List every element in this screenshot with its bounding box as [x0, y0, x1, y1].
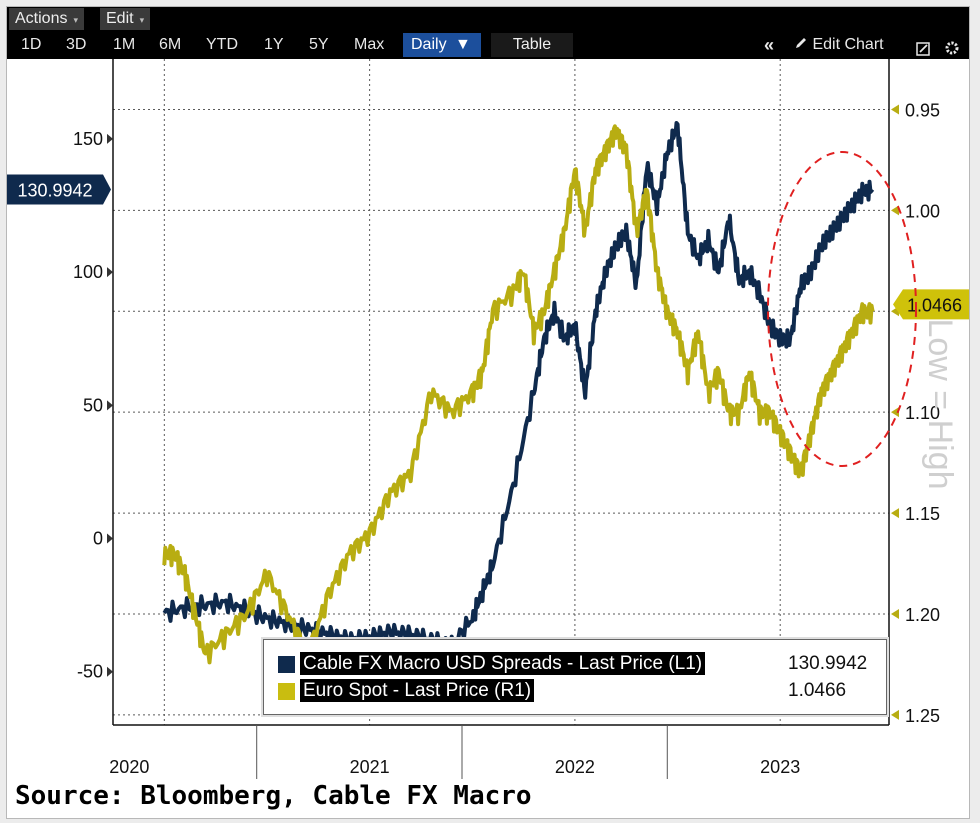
right-current-value: 1.0466	[907, 295, 962, 315]
right-tick-mark	[891, 609, 899, 619]
right-current-badge	[893, 289, 969, 320]
right-tick-mark	[891, 205, 899, 216]
x-tick-label: 2021	[350, 757, 390, 777]
range-6m[interactable]: 6M	[159, 36, 182, 53]
actions-caret-icon: ▾	[73, 15, 78, 25]
settings-icon[interactable]	[915, 38, 933, 60]
right-axis-title: Low = High	[921, 318, 959, 489]
chart-plot: -500501001500.951.001.051.101.151.201.25…	[7, 59, 969, 779]
actions-menu[interactable]: Actions ▾	[9, 8, 84, 30]
legend-row-euro: Euro Spot - Last Price (R1) 1.0466	[278, 679, 878, 703]
left-tick-mark	[107, 267, 113, 278]
left-tick-label: 0	[93, 529, 103, 549]
right-tick-label: 1.15	[905, 504, 940, 524]
range-3d[interactable]: 3D	[66, 36, 87, 53]
legend-value-cable: 130.9942	[788, 653, 868, 674]
left-tick-label: 100	[73, 262, 103, 282]
legend-swatch-cable	[278, 656, 295, 673]
legend-row-cable: Cable FX Macro USD Spreads - Last Price …	[278, 652, 878, 676]
range-1m[interactable]: 1M	[113, 36, 136, 53]
source-caption: Source: Bloomberg, Cable FX Macro	[15, 781, 532, 811]
right-tick-mark	[891, 407, 899, 418]
series-line-euro	[162, 124, 875, 665]
actions-label: Actions	[15, 10, 68, 27]
left-tick-label: -50	[77, 662, 103, 682]
legend-swatch-euro	[278, 683, 295, 700]
left-tick-mark	[107, 666, 113, 677]
range-1d[interactable]: 1D	[21, 36, 42, 53]
left-tick-label: 150	[73, 129, 103, 149]
range-1y[interactable]: 1Y	[264, 36, 284, 53]
right-tick-label: 1.10	[905, 403, 940, 423]
legend-value-euro: 1.0466	[788, 680, 847, 701]
left-tick-mark	[107, 133, 113, 144]
x-tick-label: 2020	[109, 757, 149, 777]
range-max[interactable]: Max	[354, 36, 385, 53]
pencil-icon	[796, 38, 806, 48]
gear-icon[interactable]	[943, 37, 961, 59]
left-current-badge	[7, 174, 111, 205]
right-tick-label: 1.20	[905, 605, 940, 625]
highlight-ellipse	[767, 151, 917, 467]
edit-menu[interactable]: Edit ▾	[100, 8, 151, 30]
collapse-icon[interactable]: «	[764, 35, 775, 55]
frequency-label: Daily	[411, 36, 447, 53]
left-tick-label: 50	[83, 395, 103, 415]
left-current-value: 130.9942	[17, 181, 92, 201]
right-tick-label: 1.00	[905, 201, 940, 221]
left-tick-mark	[107, 400, 113, 411]
right-tick-label: 1.25	[905, 706, 940, 726]
table-button[interactable]: Table	[491, 33, 573, 57]
edit-chart-button[interactable]: Edit Chart	[794, 34, 884, 56]
frequency-select[interactable]: Daily ▼	[403, 33, 481, 57]
edit-label: Edit	[106, 10, 134, 27]
dropdown-triangle-icon: ▼	[455, 36, 471, 53]
legend-label-cable: Cable FX Macro USD Spreads - Last Price …	[300, 652, 706, 675]
x-tick-label: 2022	[555, 757, 595, 777]
edit-chart-label: Edit Chart	[812, 36, 884, 53]
right-tick-mark	[891, 104, 899, 115]
edit-caret-icon: ▾	[139, 15, 145, 25]
range-ytd[interactable]: YTD	[206, 36, 238, 53]
right-tick-mark	[891, 709, 899, 720]
right-tick-label: 0.95	[905, 100, 940, 120]
range-5y[interactable]: 5Y	[309, 36, 329, 53]
left-tick-mark	[107, 533, 113, 544]
toolbar: Actions ▾ Edit ▾ 1D 3D 1M 6M YTD 1Y 5Y Max…	[7, 7, 969, 59]
legend-label-euro: Euro Spot - Last Price (R1)	[300, 679, 535, 702]
chart-legend: Cable FX Macro USD Spreads - Last Price …	[263, 639, 887, 715]
right-tick-mark	[891, 508, 899, 519]
x-tick-label: 2023	[760, 757, 800, 777]
chart-window: Actions ▾ Edit ▾ 1D 3D 1M 6M YTD 1Y 5Y Max…	[6, 6, 970, 819]
